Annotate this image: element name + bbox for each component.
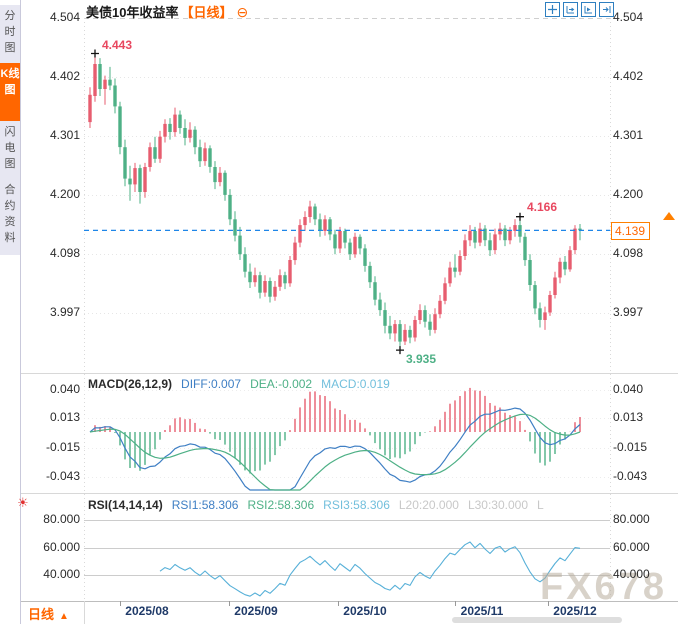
date-label-1: 2025/09 (234, 604, 278, 618)
crosshair-icon[interactable] (545, 2, 560, 17)
axis-label: -0.015 (613, 440, 648, 454)
pan-right-icon[interactable] (599, 2, 614, 17)
rsi-segment-0: RSI(14,14,14) (88, 498, 163, 512)
current-price-tag: 4.139 (611, 222, 651, 241)
period-selector[interactable]: 日线 ▲ (28, 604, 69, 623)
axis-label: 4.504 (49, 10, 80, 24)
axis-label: 4.301 (49, 128, 80, 142)
annotation-swing-high: 4.166 (527, 199, 558, 214)
period-arrow-icon: ▲ (59, 611, 69, 622)
rsi-header: RSI(14,14,14) RSI1:58.306 RSI2:58.306 RSI3:… (88, 498, 553, 512)
axis-label: -0.043 (45, 469, 80, 483)
sidebar-tab-3[interactable]: 合约资料 (0, 179, 20, 255)
horizontal-scrollbar-thumb[interactable] (452, 617, 622, 623)
rsi-segment-2: RSI2:58.306 (247, 498, 315, 512)
axis-label: 3.997 (613, 305, 644, 319)
axis-label: 4.200 (49, 187, 80, 201)
auto-scroll-icon[interactable] (581, 2, 596, 17)
rsi-segment-4: L20:20.000 (398, 498, 459, 512)
sidebar-tab-0[interactable]: 分时图 (0, 5, 20, 63)
axis-label: 80.000 (43, 512, 80, 526)
axis-label: 0.013 (613, 410, 644, 424)
macd-segment-2: DEA:-0.002 (250, 377, 313, 391)
sidebar-tab-1[interactable]: K线图 (0, 63, 20, 121)
axis-label: 4.200 (613, 187, 644, 201)
axis-label: 4.504 (613, 10, 644, 24)
axis-label: 80.000 (613, 512, 650, 526)
chart-title-bar: 美债10年收益率 【日线】 ⊖ (86, 2, 248, 21)
axis-label: 4.301 (613, 128, 644, 142)
annotation-low: 3.935 (406, 352, 437, 367)
axis-label: 3.997 (49, 305, 80, 319)
price-arrow-marker (663, 212, 675, 221)
date-label-2: 2025/10 (343, 604, 387, 618)
collapse-icon[interactable]: ⊖ (236, 4, 249, 20)
rsi-segment-6: L (537, 498, 544, 512)
period-label: 日线 (28, 607, 55, 622)
rsi-segment-1: RSI1:58.306 (171, 498, 239, 512)
date-label-4: 2025/12 (553, 604, 597, 618)
watermark: FX678 (540, 566, 667, 608)
annotation-high: 4.443 (102, 38, 133, 53)
axis-label: -0.043 (613, 469, 648, 483)
macd-segment-0: MACD(26,12,9) (88, 377, 173, 391)
fit-horizontal-icon[interactable] (563, 2, 578, 17)
date-label-0: 2025/08 (125, 604, 169, 618)
axis-label: 0.013 (49, 410, 80, 424)
period-tag: 【日线】 (180, 5, 233, 20)
axis-label: 0.040 (49, 382, 80, 396)
axis-label: 4.402 (49, 69, 80, 83)
axis-label: 4.098 (49, 246, 80, 260)
macd-segment-3: MACD:0.019 (321, 377, 390, 391)
rsi-segment-3: RSI3:58.306 (323, 498, 390, 512)
axis-label: 4.098 (613, 246, 644, 260)
instrument-title: 美债10年收益率 (86, 5, 179, 20)
macd-segment-1: DIFF:0.007 (181, 377, 242, 391)
axis-label: 60.000 (43, 540, 80, 554)
rsi-segment-5: L30:30.000 (467, 498, 528, 512)
axis-label: 60.000 (613, 540, 650, 554)
axis-label: 0.040 (613, 382, 644, 396)
sidebar: 分时图 K线图 闪电图 合约资料 (0, 0, 21, 624)
axis-label: 40.000 (613, 567, 650, 581)
sidebar-tab-2[interactable]: 闪电图 (0, 121, 20, 179)
indicator-settings-icon[interactable]: ☀ (17, 495, 29, 510)
axis-label: -0.015 (45, 440, 80, 454)
axis-label: 4.402 (613, 69, 644, 83)
date-label-3: 2025/11 (460, 604, 504, 618)
axis-label: 40.000 (43, 567, 80, 581)
chart-toolbar (545, 2, 614, 17)
macd-header: MACD(26,12,9) DIFF:0.007 DEA:-0.002 MACD:0.… (88, 377, 399, 391)
